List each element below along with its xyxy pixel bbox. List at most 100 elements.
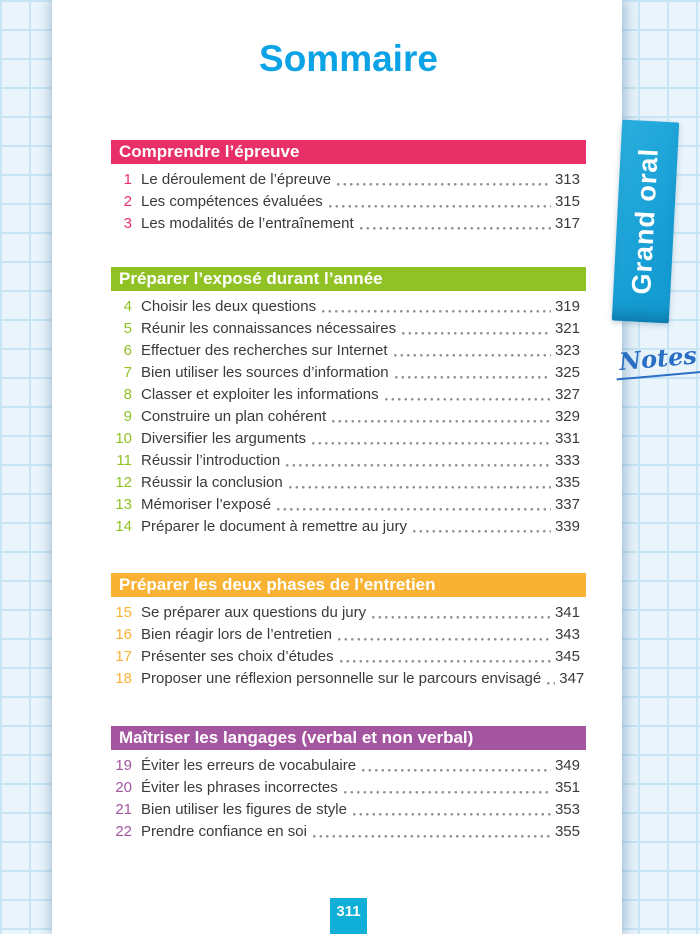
item-title: Réussir l’introduction: [141, 452, 281, 469]
item-page: 339: [554, 518, 580, 535]
toc-item-row: 6 Effectuer des recherches sur Internet …: [111, 340, 586, 362]
item-title: Se préparer aux questions du jury: [141, 604, 367, 621]
toc-item-row: 16 Bien réagir lors de l’entretien 343: [111, 624, 586, 646]
item-number: 6: [123, 342, 132, 359]
dotted-leader: [332, 420, 551, 423]
dotted-leader: [339, 660, 551, 663]
section-items: 15 Se préparer aux questions du jury 341…: [111, 602, 586, 690]
item-page: 319: [554, 298, 580, 315]
book-page: Sommaire Comprendre l’épreuve 1 Le dérou…: [52, 0, 622, 934]
dotted-leader: [393, 354, 551, 357]
item-number: 22: [115, 823, 132, 840]
section-items: 19 Éviter les erreurs de vocabulaire 349…: [111, 755, 586, 843]
dotted-leader: [359, 227, 551, 230]
item-number: 5: [123, 320, 132, 337]
item-number: 1: [123, 171, 132, 188]
toc-item-row: 15 Se préparer aux questions du jury 341: [111, 602, 586, 624]
dotted-leader: [384, 398, 551, 401]
toc-item-row: 7 Bien utiliser les sources d’informatio…: [111, 362, 586, 384]
item-title: Choisir les deux questions: [141, 298, 317, 315]
item-title: Réussir la conclusion: [141, 474, 283, 491]
item-title: Proposer une réflexion personnelle sur l…: [141, 670, 542, 687]
item-number: 15: [115, 604, 132, 621]
section-header: Maîtriser les langages (verbal et non ve…: [111, 726, 586, 750]
notes-handwritten-label: Notes: [613, 340, 700, 381]
dotted-leader: [277, 508, 551, 511]
page-title: Sommaire: [259, 38, 438, 79]
item-title: Présenter ses choix d’études: [141, 648, 334, 665]
toc-item-row: 12 Réussir la conclusion 335: [111, 472, 586, 494]
page-number: 311: [336, 903, 361, 920]
toc-item-row: 21 Bien utiliser les figures de style 35…: [111, 799, 586, 821]
item-page: 347: [559, 670, 585, 687]
item-number: 2: [123, 193, 132, 210]
dotted-leader: [328, 205, 551, 208]
toc-item-row: 14 Préparer le document à remettre au ju…: [111, 516, 586, 538]
section-header: Préparer l’exposé durant l’année: [111, 267, 586, 291]
item-number: 11: [116, 452, 132, 469]
dotted-leader: [412, 530, 551, 533]
section-header-label: Maîtriser les langages (verbal et non ve…: [119, 728, 474, 747]
toc-item-row: 17 Présenter ses choix d’études 345: [111, 646, 586, 668]
toc-item-row: 1 Le déroulement de l’épreuve 313: [111, 169, 586, 191]
item-number: 20: [115, 779, 132, 796]
toc-item-row: 19 Éviter les erreurs de vocabulaire 349: [111, 755, 586, 777]
section-header-label: Préparer les deux phases de l’entretien: [119, 575, 436, 594]
dotted-leader: [288, 486, 551, 489]
item-page: 351: [554, 779, 580, 796]
grand-oral-side-tab: Grand oral: [611, 119, 680, 324]
item-page: 313: [554, 171, 580, 188]
toc-item-row: 22 Prendre confiance en soi 355: [111, 821, 586, 843]
section-header: Préparer les deux phases de l’entretien: [111, 573, 586, 597]
item-number: 3: [123, 215, 132, 232]
item-page: 349: [554, 757, 580, 774]
item-number: 19: [115, 757, 132, 774]
section-items: 4 Choisir les deux questions 319 5 Réuni…: [111, 296, 586, 538]
item-title: Les modalités de l’entraînement: [141, 215, 354, 232]
item-title: Mémoriser l’exposé: [141, 496, 272, 513]
item-number: 18: [115, 670, 132, 687]
item-title: Construire un plan cohérent: [141, 408, 327, 425]
item-title: Le déroulement de l’épreuve: [141, 171, 332, 188]
dotted-leader: [312, 835, 551, 838]
item-page: 343: [554, 626, 580, 643]
item-title: Prendre confiance en soi: [141, 823, 307, 840]
section-header: Comprendre l’épreuve: [111, 140, 586, 164]
toc-section: Comprendre l’épreuve 1 Le déroulement de…: [111, 140, 586, 235]
dotted-leader: [352, 813, 551, 816]
item-number: 14: [115, 518, 132, 535]
item-number: 9: [123, 408, 132, 425]
item-number: 8: [123, 386, 132, 403]
item-page: 345: [554, 648, 580, 665]
item-number: 21: [115, 801, 132, 818]
item-title: Bien réagir lors de l’entretien: [141, 626, 332, 643]
item-number: 12: [115, 474, 132, 491]
toc-sections: Comprendre l’épreuve 1 Le déroulement de…: [111, 140, 586, 843]
dotted-leader: [394, 376, 551, 379]
dotted-leader: [337, 183, 551, 186]
toc-item-row: 10 Diversifier les arguments 331: [111, 428, 586, 450]
dotted-leader: [312, 442, 551, 445]
toc-section: Préparer les deux phases de l’entretien …: [111, 573, 586, 690]
item-number: 7: [123, 364, 132, 381]
toc-item-row: 5 Réunir les connaissances nécessaires 3…: [111, 318, 586, 340]
item-title: Bien utiliser les figures de style: [141, 801, 347, 818]
item-page: 315: [554, 193, 580, 210]
dotted-leader: [286, 464, 551, 467]
dotted-leader: [362, 769, 551, 772]
item-title: Éviter les phrases incorrectes: [141, 779, 338, 796]
item-page: 327: [554, 386, 580, 403]
toc-item-row: 9 Construire un plan cohérent 329: [111, 406, 586, 428]
item-number: 4: [123, 298, 132, 315]
item-title: Bien utiliser les sources d’information: [141, 364, 389, 381]
item-title: Réunir les connaissances nécessaires: [141, 320, 397, 337]
toc-item-row: 2 Les compétences évaluées 315: [111, 191, 586, 213]
dotted-leader: [343, 791, 551, 794]
section-header-label: Comprendre l’épreuve: [119, 142, 300, 161]
section-items: 1 Le déroulement de l’épreuve 313 2 Les …: [111, 169, 586, 235]
item-title: Effectuer des recherches sur Internet: [141, 342, 388, 359]
item-page: 325: [554, 364, 580, 381]
page-number-badge: 311: [330, 898, 367, 934]
toc-item-row: 3 Les modalités de l’entraînement 317: [111, 213, 586, 235]
dotted-leader: [372, 616, 551, 619]
